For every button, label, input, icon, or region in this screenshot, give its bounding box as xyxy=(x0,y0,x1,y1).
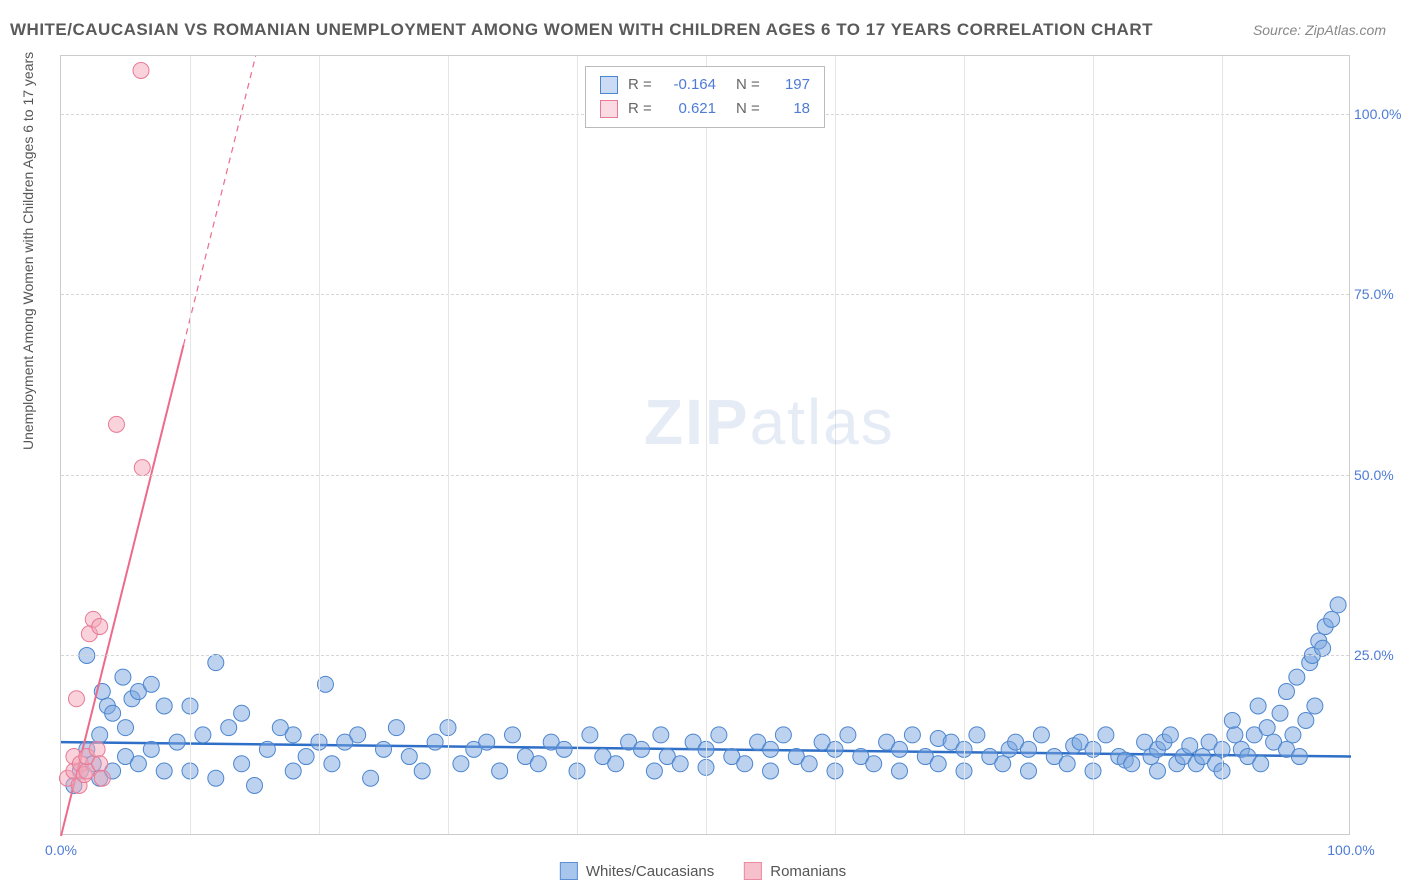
source-label: Source: ZipAtlas.com xyxy=(1253,22,1386,38)
legend-item: Romanians xyxy=(744,862,846,880)
y-tick-label: 100.0% xyxy=(1354,106,1406,122)
x-tick-label: 0.0% xyxy=(45,842,77,858)
x-tick-label: 100.0% xyxy=(1327,842,1374,858)
y-tick-label: 50.0% xyxy=(1354,467,1406,483)
y-axis-label: Unemployment Among Women with Children A… xyxy=(20,52,36,450)
plot-area: ZIPatlas R =-0.164N =197R =0.621N =18 25… xyxy=(60,55,1350,835)
chart-canvas xyxy=(61,56,1349,834)
y-tick-label: 75.0% xyxy=(1354,286,1406,302)
y-tick-label: 25.0% xyxy=(1354,647,1406,663)
legend-row: R =0.621N =18 xyxy=(600,97,810,121)
correlation-legend: R =-0.164N =197R =0.621N =18 xyxy=(585,66,825,128)
chart-title: WHITE/CAUCASIAN VS ROMANIAN UNEMPLOYMENT… xyxy=(10,20,1153,40)
legend-row: R =-0.164N =197 xyxy=(600,73,810,97)
legend-item: Whites/Caucasians xyxy=(560,862,714,880)
series-legend: Whites/Caucasians Romanians xyxy=(560,862,846,880)
